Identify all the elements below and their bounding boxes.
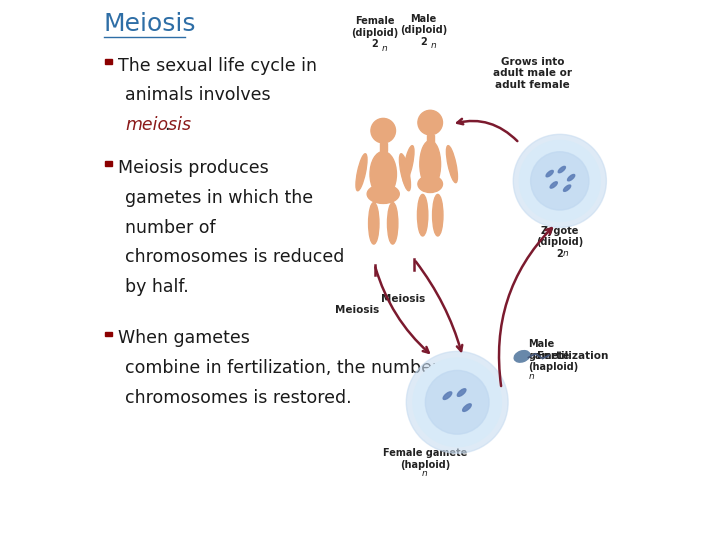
Ellipse shape [514,350,530,362]
Text: meiosis: meiosis [125,116,191,134]
FancyBboxPatch shape [105,161,112,166]
Text: The sexual life cycle in: The sexual life cycle in [118,57,317,75]
Ellipse shape [370,151,397,197]
Ellipse shape [420,140,441,188]
Ellipse shape [550,182,557,188]
Text: by half.: by half. [125,278,189,296]
Text: Female
(diploid)
2: Female (diploid) 2 [351,16,399,49]
Ellipse shape [457,389,466,396]
Ellipse shape [463,404,472,411]
FancyArrowPatch shape [457,119,518,141]
FancyBboxPatch shape [380,143,387,151]
Text: Grows into
adult male or
adult female: Grows into adult male or adult female [493,57,572,90]
Circle shape [513,134,606,227]
FancyArrowPatch shape [375,267,428,353]
Text: Meiosis produces: Meiosis produces [118,159,269,177]
Text: Meiosis: Meiosis [104,12,196,36]
Text: Zygote
(diploid)
2: Zygote (diploid) 2 [536,226,583,259]
Text: combine in fertilization, the number of: combine in fertilization, the number of [125,359,462,377]
FancyBboxPatch shape [105,332,112,336]
Text: Meiosis: Meiosis [381,294,426,305]
Text: chromosomes is reduced: chromosomes is reduced [125,248,344,266]
Ellipse shape [567,174,575,181]
Text: Male
(diploid)
2: Male (diploid) 2 [400,14,447,46]
Ellipse shape [418,176,443,192]
FancyArrowPatch shape [415,261,462,351]
Text: number of: number of [125,219,216,237]
Ellipse shape [400,154,410,191]
Text: Male
gamete
(haploid): Male gamete (haploid) [528,339,579,372]
Ellipse shape [387,202,398,244]
Text: n: n [563,249,569,259]
Ellipse shape [367,185,400,204]
Ellipse shape [443,392,451,400]
Circle shape [406,352,508,453]
Circle shape [531,152,589,210]
Text: chromosomes is restored.: chromosomes is restored. [125,389,352,407]
FancyBboxPatch shape [105,59,112,64]
Text: n: n [422,469,428,478]
Ellipse shape [418,194,428,236]
FancyBboxPatch shape [427,135,433,143]
Ellipse shape [564,185,571,191]
Text: gametes in which the: gametes in which the [125,189,313,207]
FancyArrowPatch shape [499,228,552,386]
Ellipse shape [546,171,553,177]
Ellipse shape [403,146,414,183]
Text: n: n [528,372,534,381]
Ellipse shape [369,202,379,244]
Circle shape [371,118,395,143]
Circle shape [519,140,600,221]
Ellipse shape [446,146,457,183]
Text: n: n [382,44,387,53]
Text: animals involves: animals involves [125,86,271,104]
Text: n: n [431,40,436,50]
Text: Fertilization: Fertilization [537,351,608,361]
Ellipse shape [356,154,367,191]
Text: Female gamete
(haploid): Female gamete (haploid) [382,448,467,470]
Circle shape [426,370,489,434]
Circle shape [418,110,443,135]
Text: .: . [164,116,169,134]
Text: Meiosis: Meiosis [336,305,379,315]
Circle shape [413,358,501,447]
Text: When gametes: When gametes [118,329,250,347]
Ellipse shape [433,194,443,236]
Ellipse shape [558,166,565,173]
